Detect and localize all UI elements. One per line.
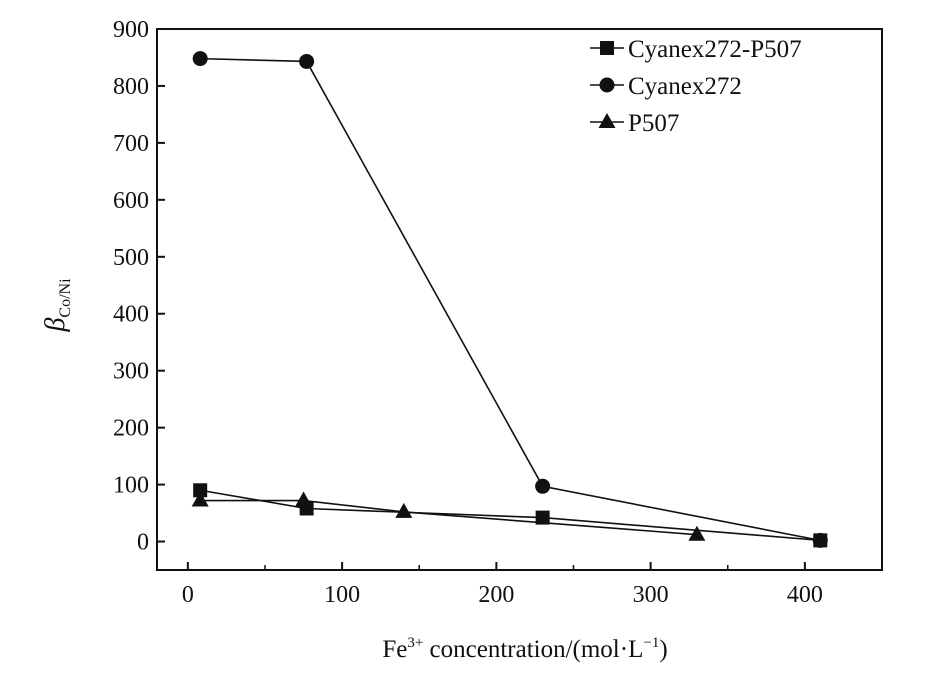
data-point-triangle: [688, 525, 706, 541]
plot-frame: [156, 28, 883, 571]
series-line: [200, 489, 821, 542]
y-axis-title-sub: Co/Ni: [57, 278, 74, 318]
y-tick-label: 400: [113, 302, 149, 328]
legend-label: P507: [628, 110, 679, 137]
axis-ticks: 0 100 200 300 400 0 100 200 300 400 500 600 700 800 90…: [113, 17, 823, 608]
series-markers: [191, 51, 828, 548]
y-tick-label: 200: [113, 416, 149, 442]
legend-label: Cyanex272: [628, 73, 742, 100]
x-axis-title-suffix: ): [659, 636, 667, 663]
y-tick-label: 900: [113, 17, 149, 43]
y-tick-label: 800: [113, 74, 149, 100]
data-point-circle: [192, 51, 208, 67]
x-axis-title-middle: concentration/(mol·L: [423, 636, 643, 663]
x-axis-title: Fe3+ concentration/(mol·L−1): [382, 635, 667, 663]
legend-marker-triangle: [598, 113, 616, 128]
x-axis-title-unit-sup: −1: [643, 635, 659, 651]
y-tick-label: 500: [113, 245, 149, 271]
data-point-triangle: [395, 502, 413, 518]
legend: Cyanex272-P507 Cyanex272 P507: [590, 36, 802, 137]
y-axis-title-main: β: [40, 318, 71, 333]
series-lines: [200, 57, 821, 542]
y-tick-label: 700: [113, 131, 149, 157]
series-line: [200, 499, 697, 536]
legend-marker-square: [600, 41, 614, 55]
legend-marker-circle: [599, 77, 615, 93]
series-line: [200, 57, 821, 542]
svg-text:βCo/Ni: βCo/Ni: [40, 278, 74, 333]
data-point-circle: [299, 53, 315, 69]
data-point-triangle: [295, 491, 313, 507]
y-tick-label: 600: [113, 188, 149, 214]
legend-label: Cyanex272-P507: [628, 36, 802, 63]
x-tick-label: 100: [324, 582, 360, 608]
data-point-circle: [812, 532, 828, 548]
x-tick-label: 300: [633, 582, 669, 608]
data-point-circle: [535, 478, 551, 494]
y-axis-title: βCo/Ni: [40, 278, 74, 333]
data-point-triangle: [191, 491, 209, 507]
y-tick-label: 0: [137, 530, 149, 556]
x-tick-label: 0: [182, 582, 194, 608]
data-point-square: [193, 483, 208, 498]
data-point-square: [535, 510, 550, 525]
x-tick-label: 400: [787, 582, 823, 608]
y-tick-label: 300: [113, 359, 149, 385]
x-axis-title-prefix: Fe: [382, 636, 407, 663]
y-tick-label: 100: [113, 473, 149, 499]
x-axis-title-prefix-sup: 3+: [407, 635, 423, 651]
x-tick-label: 200: [478, 582, 514, 608]
